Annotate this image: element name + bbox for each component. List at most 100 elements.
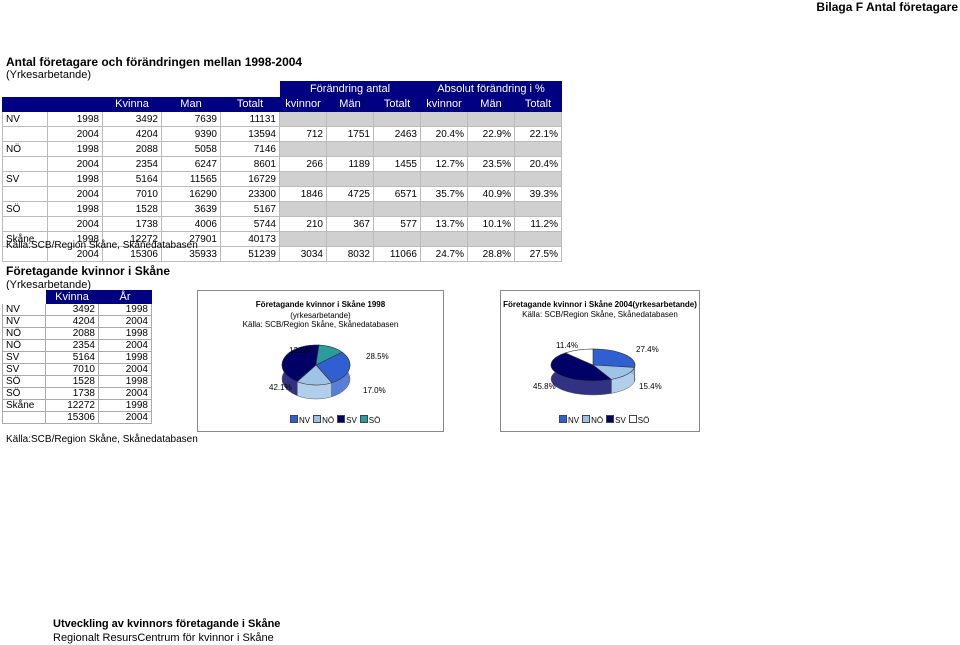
women-table: Kvinna År NV 3492 1998 NV 4204 2004 NÖ 2088 1998 N… — [2, 290, 152, 424]
value-cell: 1738 — [45, 387, 99, 400]
value-cell — [279, 171, 327, 187]
section2-source: Källa:SCB/Region Skåne, Skånedatabasen — [6, 434, 198, 445]
value-cell: 13.7% — [420, 216, 468, 232]
value-cell — [279, 141, 327, 157]
year-cell: 2004 — [98, 315, 152, 328]
value-cell: 1189 — [326, 156, 374, 172]
pie-label: 45.8% — [533, 382, 556, 391]
value-cell — [514, 141, 562, 157]
region-cell: NÖ — [2, 339, 46, 352]
legend-item: SÖ — [628, 415, 649, 425]
value-cell — [467, 201, 515, 217]
pie-label: 17.0% — [363, 386, 386, 395]
value-cell: 2354 — [45, 339, 99, 352]
region-cell: SÖ — [2, 375, 46, 388]
value-cell: 22.9% — [467, 126, 515, 142]
value-cell: 12.7% — [420, 156, 468, 172]
value-cell: 7639 — [161, 111, 221, 127]
year-cell: 2004 — [98, 387, 152, 400]
year-cell: 1998 — [98, 399, 152, 412]
value-cell: 2463 — [373, 126, 421, 142]
pie-chart-1998-frame: Företagande kvinnor i Skåne 1998 (yrkesa… — [197, 290, 444, 432]
value-cell: 7010 — [102, 186, 162, 202]
value-cell: 1846 — [279, 186, 327, 202]
value-cell: 2088 — [45, 327, 99, 340]
value-cell: 1751 — [326, 126, 374, 142]
value-cell: 210 — [279, 216, 327, 232]
value-cell — [373, 141, 421, 157]
change-table: Förändring antal Absolut förändring i % … — [2, 81, 562, 262]
chart1-source: Källa: SCB/Region Skåne, Skånedatabasen — [242, 320, 399, 329]
column-header: År — [98, 290, 152, 304]
region-cell: SV — [2, 363, 46, 376]
legend-label: NÖ — [591, 416, 604, 425]
column-header: Totalt — [373, 96, 421, 112]
legend-label: SV — [615, 416, 626, 425]
value-cell: 5744 — [220, 216, 280, 232]
value-cell — [279, 201, 327, 217]
value-cell: 5167 — [220, 201, 280, 217]
pie-slice-nv — [315, 351, 351, 384]
table-row: NÖ 1998 2088 5058 7146 — [2, 141, 562, 157]
value-cell: 40173 — [220, 231, 280, 247]
table-row: NÖ 2088 1998 — [2, 327, 152, 340]
value-cell: 51239 — [220, 246, 280, 262]
column-header: kvinnor — [279, 96, 327, 112]
year-cell: 2004 — [47, 126, 103, 142]
year-cell: 2004 — [98, 339, 152, 352]
value-cell — [326, 141, 374, 157]
value-cell: 4725 — [326, 186, 374, 202]
year-cell: 1998 — [98, 375, 152, 388]
value-cell — [420, 231, 468, 247]
legend-item: SÖ — [359, 415, 380, 425]
value-cell: 35.7% — [420, 186, 468, 202]
chart1-title: Företagande kvinnor i Skåne 1998 — [255, 300, 386, 309]
table-row: 2004 7010 16290 23300 1846 4725 6571 35.7% 40.9%… — [2, 186, 562, 202]
value-cell: 4006 — [161, 216, 221, 232]
chart2-legend: NV NÖ SV SÖ — [559, 415, 649, 425]
group-header-change: Förändring antal — [279, 81, 421, 97]
value-cell — [467, 111, 515, 127]
value-cell — [373, 171, 421, 187]
year-cell: 2004 — [47, 216, 103, 232]
table-row: SV 7010 2004 — [2, 363, 152, 376]
value-cell: 6247 — [161, 156, 221, 172]
value-cell: 22.1% — [514, 126, 562, 142]
value-cell: 3492 — [45, 303, 99, 316]
chart2-source: Källa: SCB/Region Skåne, Skånedatabasen — [522, 310, 678, 319]
legend-item: SV — [606, 415, 626, 425]
value-cell: 28.8% — [467, 246, 515, 262]
year-cell: 2004 — [98, 411, 152, 424]
pie-slice-nv — [592, 348, 636, 368]
pie-chart-1998: 28.5% 17.0% 42.1% 12.5% — [269, 344, 389, 400]
legend-label: NV — [299, 416, 311, 425]
value-cell: 1528 — [102, 201, 162, 217]
group-header-percent: Absolut förändring i % — [420, 81, 562, 97]
table-row: 2004 15306 35933 51239 3034 8032 11066 24.7% 28.… — [2, 246, 562, 262]
footer-title: Utveckling av kvinnors företagande i Skå… — [53, 618, 281, 630]
value-cell: 15306 — [102, 246, 162, 262]
pie-label: 27.4% — [636, 345, 659, 354]
table-row: NV 1998 3492 7639 11131 — [2, 111, 562, 127]
value-cell — [514, 201, 562, 217]
pie-slice-sö — [564, 348, 594, 366]
column-header: Kvinna — [102, 96, 162, 112]
section1-title: Antal företagare och förändringen mellan… — [6, 55, 303, 69]
table-row: SV 5164 1998 — [2, 351, 152, 364]
year-cell: 1998 — [98, 327, 152, 340]
pie-slice-sv — [281, 344, 320, 382]
value-cell: 40.9% — [467, 186, 515, 202]
table-row: 2004 2354 6247 8601 266 1189 1455 12.7% 23.5% 20.… — [2, 156, 562, 172]
value-cell: 12272 — [45, 399, 99, 412]
value-cell — [326, 231, 374, 247]
value-cell — [373, 201, 421, 217]
table-row: NV 4204 2004 — [2, 315, 152, 328]
year-cell: 1998 — [47, 141, 103, 157]
column-header: Kvinna — [45, 290, 99, 304]
value-cell: 7146 — [220, 141, 280, 157]
table-row: Skåne 12272 1998 — [2, 399, 152, 412]
value-cell: 16729 — [220, 171, 280, 187]
legend-item: NÖ — [313, 415, 334, 425]
value-cell: 3492 — [102, 111, 162, 127]
legend-label: NÖ — [322, 416, 335, 425]
